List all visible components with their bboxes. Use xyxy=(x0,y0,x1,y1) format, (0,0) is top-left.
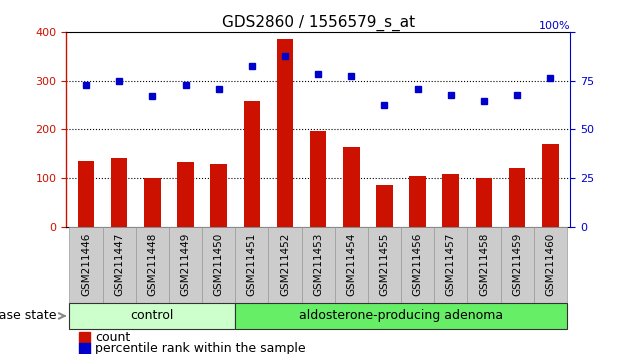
Text: GSM211448: GSM211448 xyxy=(147,233,158,296)
Text: GSM211449: GSM211449 xyxy=(181,233,190,296)
Text: GSM211452: GSM211452 xyxy=(280,233,290,296)
Bar xyxy=(144,178,161,227)
Bar xyxy=(509,168,525,227)
Text: GSM211456: GSM211456 xyxy=(413,233,423,296)
Text: percentile rank within the sample: percentile rank within the sample xyxy=(95,342,306,354)
Bar xyxy=(210,164,227,227)
Bar xyxy=(442,175,459,227)
Text: count: count xyxy=(95,331,130,344)
Text: GSM211454: GSM211454 xyxy=(346,233,357,296)
Text: 100%: 100% xyxy=(539,21,570,31)
Bar xyxy=(343,147,360,227)
Bar xyxy=(476,178,492,227)
Bar xyxy=(542,144,559,227)
Bar xyxy=(244,102,260,227)
Text: GSM211458: GSM211458 xyxy=(479,233,489,296)
Text: GSM211457: GSM211457 xyxy=(446,233,455,296)
Bar xyxy=(111,159,127,227)
Text: GSM211451: GSM211451 xyxy=(247,233,257,296)
Text: GSM211450: GSM211450 xyxy=(214,233,224,296)
Bar xyxy=(77,161,94,227)
Bar xyxy=(310,131,326,227)
Text: GSM211460: GSM211460 xyxy=(545,233,555,296)
Bar xyxy=(376,185,392,227)
Text: GSM211446: GSM211446 xyxy=(81,233,91,296)
Text: control: control xyxy=(130,309,174,322)
Text: GSM211459: GSM211459 xyxy=(512,233,522,296)
Bar xyxy=(410,176,426,227)
Bar xyxy=(177,162,194,227)
Text: disease state: disease state xyxy=(0,309,57,322)
Text: GSM211455: GSM211455 xyxy=(379,233,389,296)
Bar xyxy=(277,39,294,227)
Text: aldosterone-producing adenoma: aldosterone-producing adenoma xyxy=(299,309,503,322)
Text: GSM211447: GSM211447 xyxy=(114,233,124,296)
Text: GSM211453: GSM211453 xyxy=(313,233,323,296)
Title: GDS2860 / 1556579_s_at: GDS2860 / 1556579_s_at xyxy=(222,14,415,30)
